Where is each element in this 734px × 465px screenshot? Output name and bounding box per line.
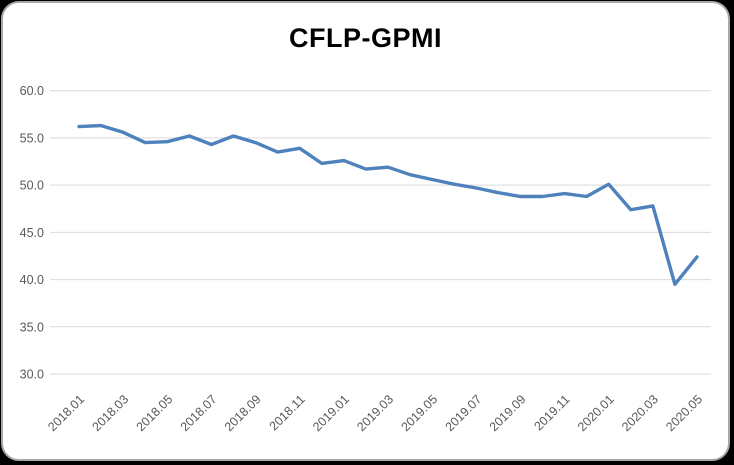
x-axis-tick-label: 2018.05 — [134, 392, 176, 434]
x-axis-tick-label: 2020.01 — [575, 392, 617, 434]
x-axis-tick-label: 2019.03 — [354, 392, 396, 434]
x-axis-tick-label: 2018.01 — [45, 392, 87, 434]
y-axis-tick-label: 60.0 — [20, 84, 44, 98]
y-axis-tick-label: 35.0 — [20, 320, 44, 334]
x-axis-tick-label: 2020.03 — [619, 392, 661, 434]
data-series-line — [77, 123, 699, 286]
x-axis-tick-label: 2020.05 — [663, 392, 705, 434]
x-axis-tick-label: 2019.05 — [398, 392, 440, 434]
x-axis-tick-label: 2019.01 — [310, 392, 352, 434]
y-axis-tick-label: 55.0 — [20, 131, 44, 145]
y-axis-tick-label: 30.0 — [20, 368, 44, 382]
x-axis-tick-label: 2018.09 — [222, 392, 264, 434]
x-axis-tick-label: 2019.07 — [443, 392, 485, 434]
x-axis-tick-label: 2018.07 — [178, 392, 220, 434]
y-axis-tick-label: 40.0 — [20, 273, 44, 287]
y-axis-tick-label: 50.0 — [20, 179, 44, 193]
x-axis-tick-label: 2018.11 — [267, 392, 308, 433]
y-axis-tick-label: 45.0 — [20, 226, 44, 240]
x-axis-tick-label: 2019.09 — [487, 392, 529, 434]
chart-title: CFLP-GPMI — [289, 23, 442, 53]
x-axis-tick-label: 2019.11 — [531, 392, 572, 433]
x-axis-tick-label: 2018.03 — [89, 392, 131, 434]
